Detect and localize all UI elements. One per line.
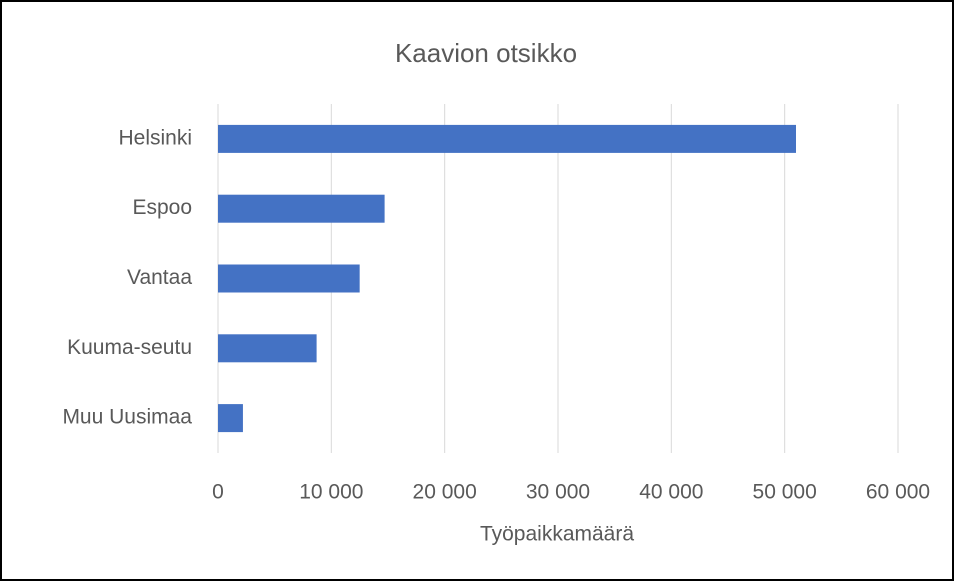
y-tick-label: Kuuma-seutu bbox=[67, 336, 192, 359]
y-tick-label: Helsinki bbox=[118, 126, 192, 149]
x-tick-label: 0 bbox=[212, 481, 224, 504]
bar bbox=[218, 194, 385, 223]
x-tick-label: 60 000 bbox=[866, 481, 930, 504]
y-tick-label: Muu Uusimaa bbox=[62, 406, 192, 429]
bar bbox=[218, 334, 317, 363]
chart-title: Kaavion otsikko bbox=[395, 38, 577, 68]
y-tick-label: Vantaa bbox=[127, 266, 192, 289]
x-tick-label: 40 000 bbox=[639, 481, 703, 504]
x-tick-label: 50 000 bbox=[753, 481, 817, 504]
bar bbox=[218, 264, 360, 293]
x-axis-label: Työpaikkamäärä bbox=[480, 523, 634, 546]
bar bbox=[218, 124, 796, 153]
x-tick-label: 30 000 bbox=[526, 481, 590, 504]
x-tick-label: 10 000 bbox=[299, 481, 363, 504]
x-tick-label: 20 000 bbox=[413, 481, 477, 504]
bar bbox=[218, 404, 243, 433]
y-tick-label: Espoo bbox=[132, 196, 192, 219]
